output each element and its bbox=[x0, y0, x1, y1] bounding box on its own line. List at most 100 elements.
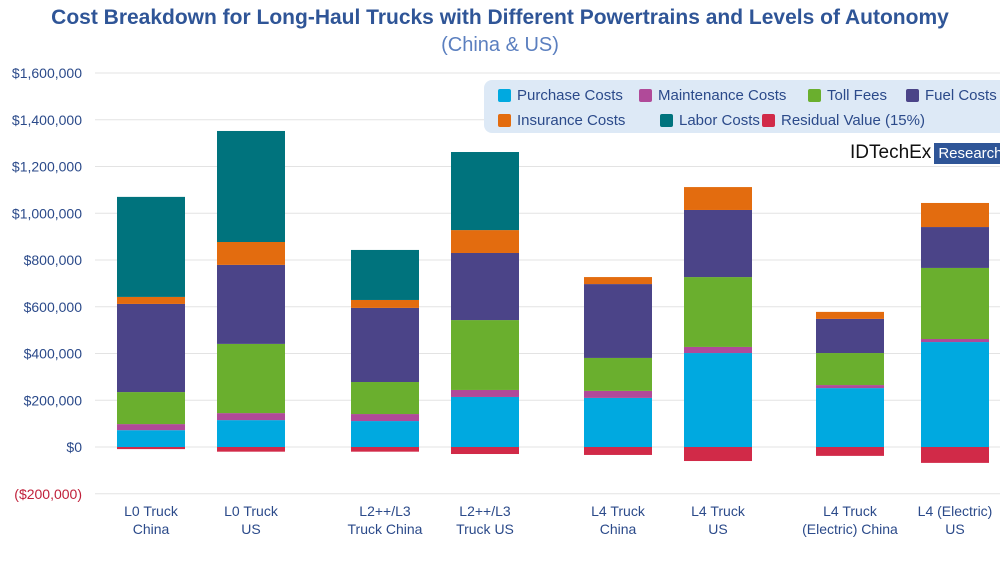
bar-segment bbox=[117, 392, 185, 425]
legend-swatch bbox=[906, 89, 919, 102]
bar-segment bbox=[584, 397, 652, 447]
legend-item: Residual Value (15%) bbox=[762, 112, 925, 129]
bar-segment bbox=[684, 447, 752, 462]
bar-segment bbox=[117, 303, 185, 393]
x-tick-label: (Electric) China bbox=[802, 521, 898, 537]
y-tick-label: $400,000 bbox=[24, 346, 83, 362]
x-tick-label: US bbox=[945, 521, 964, 537]
bar-segment bbox=[816, 318, 884, 354]
idtechex-logo: IDTechEx Research bbox=[850, 142, 1000, 164]
y-tick-label: $800,000 bbox=[24, 252, 83, 268]
bar-segment bbox=[684, 187, 752, 210]
bar-segment bbox=[217, 130, 285, 243]
x-tick-label: L4 (Electric) bbox=[918, 503, 993, 519]
legend-label: Toll Fees bbox=[827, 87, 888, 104]
bar-segment bbox=[351, 249, 419, 300]
bar-segment bbox=[921, 267, 989, 340]
bar-segment bbox=[451, 152, 519, 231]
chart-subtitle: (China & US) bbox=[441, 34, 559, 56]
bar-segment bbox=[451, 252, 519, 321]
x-tick-label: L4 Truck bbox=[591, 503, 646, 519]
legend-label: Insurance Costs bbox=[517, 112, 626, 129]
x-tick-label: L0 Truck bbox=[124, 503, 179, 519]
y-tick-label: $600,000 bbox=[24, 299, 83, 315]
legend-item: Toll Fees bbox=[808, 87, 887, 104]
bar-segment bbox=[816, 311, 884, 319]
bar-segment bbox=[921, 447, 989, 463]
bar-segment bbox=[351, 299, 419, 308]
bar-segment bbox=[451, 389, 519, 397]
bar-segment bbox=[584, 357, 652, 391]
legend-item: Purchase Costs bbox=[498, 87, 623, 104]
bar-segment bbox=[921, 227, 989, 268]
bar-segment bbox=[451, 230, 519, 253]
bar-segment bbox=[451, 447, 519, 455]
bar-segment bbox=[217, 264, 285, 344]
bar-segment bbox=[117, 447, 185, 450]
legend-item: Fuel Costs bbox=[906, 87, 997, 104]
bar-segment bbox=[584, 390, 652, 398]
bar-segment bbox=[217, 447, 285, 452]
bar-segment bbox=[584, 447, 652, 455]
bar-segment bbox=[117, 430, 185, 447]
x-tick-label: Truck China bbox=[348, 521, 423, 537]
bar-segment bbox=[117, 196, 185, 297]
x-tick-label: L2++/L3 bbox=[359, 503, 411, 519]
chart-title: Cost Breakdown for Long-Haul Trucks with… bbox=[51, 6, 949, 29]
bar-segment bbox=[117, 296, 185, 304]
bar-segment bbox=[451, 320, 519, 390]
bar-segment bbox=[351, 447, 419, 452]
y-tick-label: $1,000,000 bbox=[12, 205, 82, 221]
legend-label: Maintenance Costs bbox=[658, 87, 787, 104]
legend-item: Insurance Costs bbox=[498, 112, 625, 129]
bar-segment bbox=[584, 284, 652, 358]
bar-segment bbox=[921, 339, 989, 343]
x-tick-label: China bbox=[133, 521, 170, 537]
legend-item: Labor Costs bbox=[660, 112, 760, 129]
y-tick-label: $0 bbox=[66, 439, 82, 455]
y-tick-label: $200,000 bbox=[24, 392, 83, 408]
legend-label: Fuel Costs bbox=[925, 87, 997, 104]
x-tick-label: L4 Truck bbox=[823, 503, 878, 519]
x-tick-label: L0 Truck bbox=[224, 503, 279, 519]
bar-segment bbox=[684, 353, 752, 447]
legend-swatch bbox=[498, 89, 511, 102]
logo-badge: Research bbox=[934, 142, 1000, 164]
bar-segment bbox=[351, 382, 419, 415]
bar-segment bbox=[451, 396, 519, 447]
bar-segment bbox=[816, 388, 884, 447]
legend-item: Maintenance Costs bbox=[639, 87, 786, 104]
x-tick-label: US bbox=[241, 521, 260, 537]
y-tick-label: ($200,000) bbox=[14, 486, 82, 502]
legend-label: Labor Costs bbox=[679, 112, 760, 129]
x-tick-label: US bbox=[708, 521, 727, 537]
legend-swatch bbox=[660, 114, 673, 127]
bar-segment bbox=[217, 242, 285, 265]
legend: Purchase Costs Maintenance Costs Toll Fees… bbox=[484, 80, 1000, 133]
legend-swatch bbox=[639, 89, 652, 102]
x-tick-label: L4 Truck bbox=[691, 503, 746, 519]
legend-label: Residual Value (15%) bbox=[781, 112, 925, 129]
bar-segment bbox=[217, 420, 285, 447]
bar-segment bbox=[684, 346, 752, 354]
logo-text: IDTechEx bbox=[850, 142, 932, 163]
bar-segment bbox=[351, 421, 419, 447]
bar-segment bbox=[816, 385, 884, 389]
y-tick-label: $1,600,000 bbox=[12, 65, 82, 81]
legend-swatch bbox=[498, 114, 511, 127]
bar-segment bbox=[684, 209, 752, 278]
bar-segment bbox=[117, 424, 185, 431]
bar-segment bbox=[684, 277, 752, 347]
legend-swatch bbox=[808, 89, 821, 102]
legend-label: Purchase Costs bbox=[517, 87, 623, 104]
bar-segment bbox=[584, 277, 652, 285]
x-tick-label: China bbox=[600, 521, 637, 537]
bar-segment bbox=[921, 342, 989, 447]
bar-segment bbox=[816, 447, 884, 456]
bar-segment bbox=[921, 202, 989, 228]
y-tick-label: $1,400,000 bbox=[12, 112, 82, 128]
bar-segment bbox=[351, 307, 419, 383]
x-tick-label: Truck US bbox=[456, 521, 514, 537]
